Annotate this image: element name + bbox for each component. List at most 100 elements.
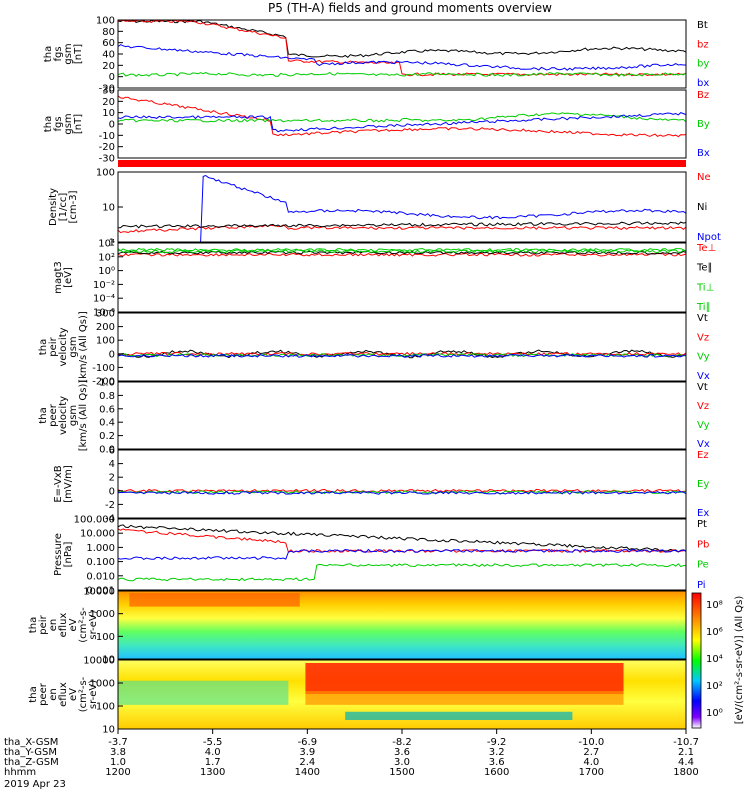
ylabel-line: [nT] <box>73 114 84 134</box>
ylabel-line: gsm <box>68 336 79 357</box>
ytick-label: 10000 <box>83 656 115 667</box>
ytick-label: 0 <box>109 349 115 360</box>
ytick-label: -20 <box>99 84 115 95</box>
ytick-label: 10⁻⁶ <box>93 308 115 319</box>
ytick-label: 300 <box>96 309 115 320</box>
footer-value-z: 1.0 <box>110 757 126 768</box>
ylabel-line: sr-eV) <box>88 680 99 709</box>
footer-value-hhmm: 1500 <box>389 767 414 778</box>
legend-by: By <box>697 119 710 130</box>
panel-frame <box>117 89 687 159</box>
footer-value-x: -10.7 <box>673 737 699 748</box>
footer-row-label: tha_Z-GSM <box>4 757 59 768</box>
spectrogram-hot-region <box>305 663 624 695</box>
ytick-label: 0.010 <box>86 571 115 582</box>
ytick-label: 100 <box>96 336 115 347</box>
ytick-label: 100 <box>96 16 115 27</box>
panel-frame <box>117 518 687 591</box>
ytick-label: 0 <box>109 72 115 83</box>
legend-ne: Ne <box>697 172 711 183</box>
footer-row-label: 2019 Apr 23 <box>4 779 66 790</box>
ylabel-line: tha <box>43 116 54 132</box>
figure-title: P5 (TH-A) fields and ground moments over… <box>268 1 552 15</box>
footer-value-y: 3.2 <box>489 747 505 758</box>
panel-frame <box>117 449 687 519</box>
ylabel-line: [nT] <box>73 44 84 64</box>
trace-pt-8 <box>117 524 687 553</box>
panel-frame <box>117 312 687 382</box>
footer-value-x: -5.5 <box>203 737 223 748</box>
ytick-label: -100 <box>92 363 115 374</box>
ytick-label: 1000 <box>90 679 115 690</box>
footer-row-label: tha_Y-GSM <box>4 747 57 758</box>
ytick-label: 1 <box>109 238 115 249</box>
footer-value-y: 4.0 <box>205 747 221 758</box>
trace-pe-8 <box>117 563 687 582</box>
footer-value-x: -9.2 <box>487 737 507 748</box>
ylabel-line: en <box>48 688 59 701</box>
footer-value-z: 2.4 <box>299 757 315 768</box>
legend-ni: Ni <box>697 202 707 213</box>
legend-bt: Bt <box>697 20 708 31</box>
ylabel-line: eV <box>68 688 79 701</box>
ytick-label: 10 <box>102 108 115 119</box>
legend-bz: Bz <box>697 90 709 101</box>
footer-row-label: hhmm <box>4 767 36 778</box>
ylabel-line: [km/s (All Qs)] <box>78 380 89 452</box>
footer-value-hhmm: 1600 <box>484 767 509 778</box>
ylabel-line: eV <box>68 618 79 631</box>
legend-ti: Ti∥ <box>696 302 711 313</box>
legend-vt: Vt <box>697 313 708 324</box>
ylabel-line: peir <box>38 614 49 634</box>
ylabel-line: (cm²-s- <box>78 676 89 712</box>
footer-value-x: -3.7 <box>108 737 128 748</box>
legend-by: by <box>697 59 709 70</box>
footer-value-z: 4.0 <box>583 757 599 768</box>
ylabel-line: gsm <box>63 113 74 134</box>
trace-ne-3 <box>117 224 687 234</box>
trace-by-1 <box>117 71 687 77</box>
legend-ex: Ex <box>697 508 709 519</box>
legend-vy: Vy <box>697 352 710 363</box>
legend-vy: Vy <box>697 420 710 431</box>
panel-8: 100.000 10.000 1.000 0.100 0.010 0.001 Pressur… <box>53 515 709 597</box>
footer-value-x: -6.9 <box>298 737 318 748</box>
ylabel-line: tha <box>38 407 49 423</box>
panel-9: 10000 1000 100 10 tha peir en eflux eV (cm²-s-sr-… <box>28 587 687 666</box>
trace-vx-5 <box>117 353 687 358</box>
panel-6: 1.0 0.8 0.6 0.4 0.2 0.0 tha peer velocity gsm [km/… <box>38 378 710 456</box>
footer-value-hhmm: 1800 <box>673 767 698 778</box>
ylabel-line: magt3 <box>53 261 64 294</box>
legend-ti: Ti⊥ <box>696 282 714 293</box>
ytick-label: -200 <box>92 377 115 388</box>
colorbar-tick: 10⁶ <box>706 627 723 638</box>
ylabel-line: [nPa] <box>63 541 74 567</box>
ytick-label: 20 <box>102 61 115 72</box>
colorbar-tick: 10⁴ <box>706 654 723 665</box>
panel-frame <box>117 242 687 313</box>
ytick-label: 200 <box>96 322 115 333</box>
ylabel-line: Density <box>48 188 59 226</box>
ylabel-line: Pressure <box>53 533 64 576</box>
trace-pi-8 <box>117 548 687 560</box>
trace-npot-3 <box>118 174 687 243</box>
panel-10: 10000 1000 100 10 tha peer en eflux eV (cm²-s-sr-… <box>28 656 687 736</box>
ytick-label: 1.0 <box>99 378 115 389</box>
ytick-label: -2 <box>105 500 115 511</box>
panel-frame <box>117 590 687 660</box>
ytick-label: -10 <box>99 131 115 142</box>
ytick-label: -20 <box>99 142 115 153</box>
ytick-label: 2 <box>109 473 115 484</box>
ytick-label: 10² <box>98 252 115 263</box>
footer-value-y: 2.1 <box>678 747 694 758</box>
trace-pb-8 <box>117 528 687 554</box>
ytick-label: 10⁻² <box>93 280 115 291</box>
trace-bz-1 <box>117 19 687 77</box>
ylabel-line: [km/s (All Qs)] <box>78 311 89 383</box>
ytick-label: 10000 <box>83 587 115 598</box>
legend-ez: Ez <box>697 450 709 461</box>
ylabel-line: (cm²-s- <box>78 607 89 643</box>
ylabel-line: [mV/m] <box>63 465 74 503</box>
ytick-label: 0.4 <box>99 418 115 429</box>
